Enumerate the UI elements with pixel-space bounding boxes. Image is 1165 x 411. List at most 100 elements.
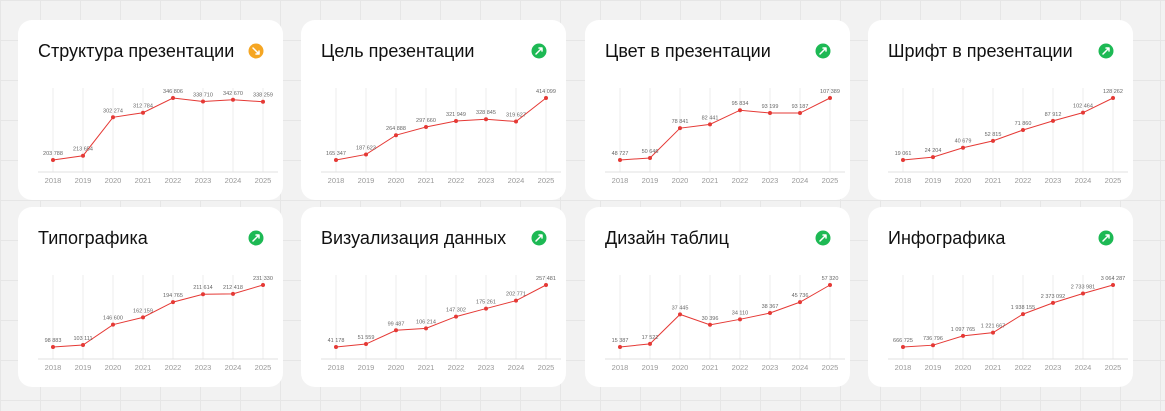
point	[738, 317, 742, 322]
x-tick-label: 2018	[895, 176, 912, 185]
value-label: 202 771	[506, 292, 526, 298]
x-tick-label: 2021	[985, 363, 1002, 372]
x-tick-label: 2023	[195, 363, 212, 372]
value-label: 338 259	[253, 93, 273, 99]
line	[52, 284, 264, 348]
line	[335, 284, 547, 348]
value-label: 146 600	[103, 316, 123, 322]
point	[798, 300, 802, 305]
x-tick-label: 2022	[448, 363, 465, 372]
point	[1081, 110, 1085, 115]
value-label: 45 736	[792, 293, 809, 299]
value-label: 99 487	[388, 321, 405, 327]
x-tick-label: 2020	[105, 363, 122, 372]
value-label: 71 860	[1015, 121, 1032, 127]
x-tick-label: 2024	[792, 363, 809, 372]
x-tick-label: 2024	[225, 176, 242, 185]
x-tick-label: 2025	[538, 176, 555, 185]
x-tick-label: 2020	[672, 176, 689, 185]
point	[1081, 291, 1085, 296]
value-label: 187 623	[356, 145, 376, 151]
point	[961, 145, 965, 150]
point	[201, 99, 205, 104]
trend-arrow	[1102, 47, 1110, 55]
value-label: 213 654	[73, 147, 93, 153]
value-label: 37 445	[672, 305, 689, 311]
x-tick-label: 2021	[985, 176, 1002, 185]
point	[201, 292, 205, 297]
card-title: Шрифт в презентации	[888, 41, 1073, 61]
card-title: Дизайн таблиц	[605, 228, 729, 248]
trend-arrow	[535, 234, 543, 242]
trend-arrow	[819, 47, 827, 55]
value-label: 264 888	[386, 126, 406, 132]
x-tick-label: 2022	[732, 176, 749, 185]
line	[52, 97, 264, 161]
value-label: 297 660	[416, 118, 436, 124]
point	[424, 326, 428, 331]
value-label: 312 784	[133, 104, 153, 110]
value-label: 48 727	[612, 151, 629, 157]
point	[514, 119, 518, 124]
point	[454, 118, 458, 123]
x-tick-label: 2022	[165, 176, 182, 185]
point	[931, 155, 935, 160]
x-tick-label: 2023	[478, 176, 495, 185]
point	[708, 122, 712, 127]
value-label: 40 679	[955, 139, 972, 145]
value-label: 51 559	[358, 335, 375, 341]
point	[261, 99, 265, 104]
value-label: 231 330	[253, 276, 273, 282]
x-tick-label: 2024	[1075, 363, 1092, 372]
card: Инфографика 2018 2019 2020 2021 2022 2023 2024 2…	[868, 207, 1133, 387]
x-tick-label: 2022	[732, 363, 749, 372]
card: Цель презентации 2018 2019 2020 2021 2022 2023…	[301, 20, 566, 200]
trend-arrow	[535, 47, 543, 55]
value-label: 302 274	[103, 108, 123, 114]
point	[171, 96, 175, 100]
value-label: 98 883	[45, 338, 62, 344]
x-tick-label: 2018	[612, 363, 629, 372]
value-label: 328 845	[476, 110, 496, 116]
value-label: 257 481	[536, 276, 556, 282]
value-label: 321 949	[446, 112, 466, 118]
value-label: 1 221 667	[981, 324, 1005, 330]
x-tick-label: 2021	[702, 363, 719, 372]
line	[902, 284, 1114, 348]
point	[931, 343, 935, 348]
value-label: 211 614	[193, 285, 212, 291]
point	[51, 345, 55, 349]
value-label: 414 099	[536, 89, 556, 95]
card: Шрифт в презентации 2018 2019 2020 2021 2022 2…	[868, 20, 1133, 200]
value-label: 95 834	[732, 101, 749, 107]
value-label: 2 373 092	[1041, 294, 1065, 300]
value-label: 1 938 155	[1011, 305, 1035, 311]
point	[364, 152, 368, 157]
point	[424, 125, 428, 130]
point	[1111, 96, 1115, 100]
value-label: 2 733 981	[1071, 285, 1095, 291]
point	[141, 315, 145, 320]
x-tick-label: 2023	[762, 363, 779, 372]
x-tick-label: 2018	[45, 176, 62, 185]
point	[961, 333, 965, 338]
line	[619, 97, 831, 161]
value-label: 147 302	[446, 308, 466, 314]
x-tick-label: 2024	[792, 176, 809, 185]
card: Цвет в презентации 2018 2019 2020 2021 2022 20…	[585, 20, 850, 200]
trend-arrow	[819, 234, 827, 242]
point	[738, 108, 742, 113]
x-tick-label: 2025	[822, 176, 839, 185]
value-label: 165 347	[326, 151, 346, 157]
point	[1021, 312, 1025, 317]
value-label: 102 464	[1073, 104, 1093, 110]
value-label: 57 320	[822, 276, 839, 282]
x-tick-label: 2024	[508, 363, 525, 372]
x-tick-label: 2018	[612, 176, 629, 185]
point	[51, 158, 55, 162]
card-bg	[585, 20, 850, 200]
x-tick-label: 2020	[388, 176, 405, 185]
x-tick-label: 2020	[955, 363, 972, 372]
